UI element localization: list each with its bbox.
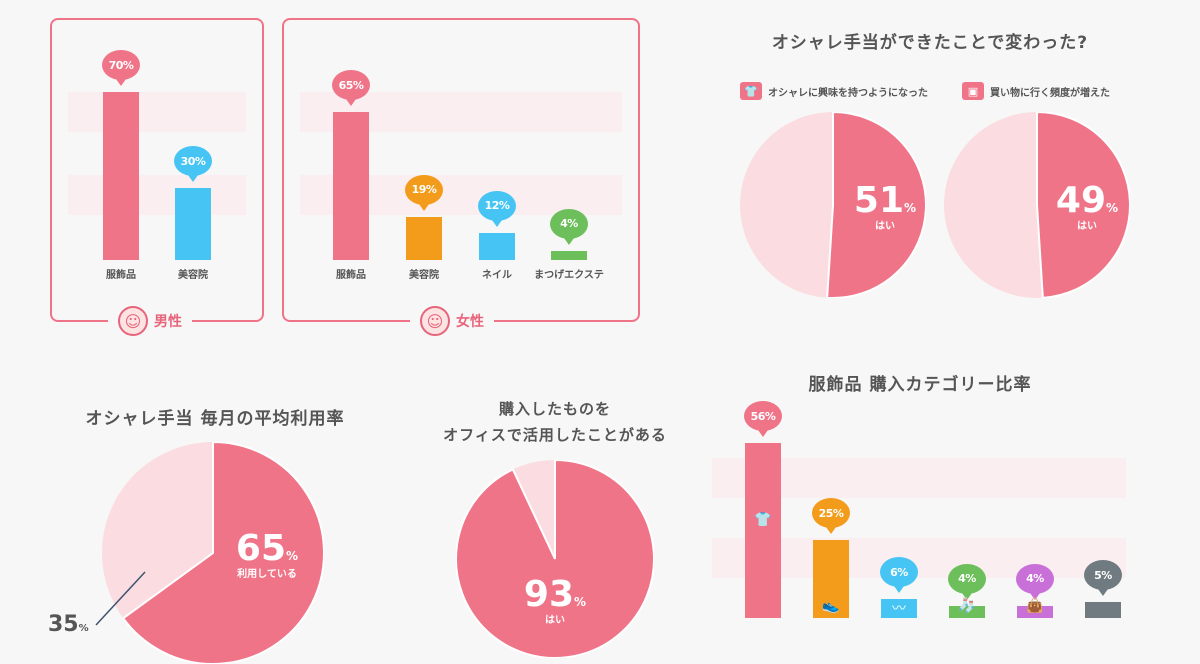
value-bubble: 4% [1016, 563, 1054, 600]
shoe-icon: 👟 [822, 598, 840, 614]
usage-leader-line [95, 571, 146, 626]
office-pie-label: 93% はい [523, 574, 587, 626]
value-bubble: 25% [812, 498, 850, 534]
change-pie-2-label: 49% はい [1055, 180, 1119, 232]
sock-icon: 🧦 [958, 598, 976, 614]
change-item-1-label: オシャレに興味を持つようになった [768, 87, 928, 99]
category-label: 美容院 [178, 270, 208, 281]
category-label: 美容院 [409, 270, 439, 281]
tshirt-icon: 👕 [740, 82, 762, 100]
value-bubble: 12% [478, 190, 516, 227]
usage-pie-label: 65% 利用している [235, 528, 299, 580]
change-pie-2 [944, 112, 1130, 298]
bar [1017, 605, 1053, 618]
value-bubble: 4% [948, 563, 986, 600]
value-bubble: 30% [174, 146, 212, 182]
clothes-icon: 👕 [754, 512, 772, 528]
pie-slice-main [456, 460, 654, 658]
bar [406, 216, 442, 260]
grid-stripe [712, 458, 1126, 498]
shopping-bag-icon: ▣ [962, 82, 984, 100]
value-bubble: 4% [550, 208, 588, 245]
bar [103, 92, 139, 260]
category-title: 服飾品 購入カテゴリー比率 [808, 375, 1032, 395]
bag-icon: 👜 [1026, 598, 1044, 614]
change-item-1-label-row: 👕 オシャレに興味を持つようになった [740, 82, 928, 100]
grid-stripe [712, 538, 1126, 578]
male-label: 男性 [154, 314, 182, 330]
bar [745, 443, 781, 618]
bar [333, 112, 369, 260]
value-bubble: 6% [880, 557, 918, 594]
category-label: 服飾品 [336, 270, 366, 281]
bar [1085, 602, 1121, 618]
change-item-2-label-row: ▣ 買い物に行く頻度が増えた [962, 82, 1110, 100]
male-legend: ☺ 男性 [108, 306, 192, 336]
value-bubble: 65% [332, 70, 370, 107]
glasses-icon: 〰 [892, 601, 906, 617]
pie-slice-main [1036, 112, 1130, 298]
value-bubble: 5% [1084, 560, 1122, 597]
category-label: ネイル [482, 270, 512, 281]
change-item-2-label: 買い物に行く頻度が増えた [990, 87, 1110, 99]
bar [813, 540, 849, 618]
category-label: まつげエクステ [534, 270, 604, 281]
bar [949, 605, 985, 618]
category-label: 服飾品 [106, 270, 136, 281]
change-title: オシャレ手当ができたことで変わった? [771, 33, 1089, 53]
pie-slice-main [826, 112, 926, 298]
grid-stripe [68, 92, 246, 132]
bar [175, 188, 211, 260]
office-title-line2: オフィスで活用したことがある [443, 426, 667, 444]
female-label: 女性 [456, 314, 484, 330]
office-title-line1: 購入したものを [498, 400, 611, 418]
male-panel [50, 18, 264, 322]
boy-face-icon: ☺ [118, 306, 148, 336]
value-bubble: 56% [744, 401, 782, 438]
female-legend: ☺ 女性 [410, 306, 494, 336]
girl-face-icon: ☺ [420, 306, 450, 336]
bar [551, 250, 587, 260]
office-pie [456, 460, 654, 658]
usage-title: オシャレ手当 毎月の平均利用率 [85, 409, 345, 429]
grid-stripe [68, 175, 246, 215]
value-bubble: 19% [405, 174, 443, 211]
bar [881, 599, 917, 618]
change-pie-1 [740, 112, 926, 298]
usage-other-label: 35% [48, 612, 89, 637]
change-pie-1-label: 51% はい [853, 180, 917, 232]
value-bubble: 70% [102, 50, 140, 86]
bar [479, 232, 515, 260]
